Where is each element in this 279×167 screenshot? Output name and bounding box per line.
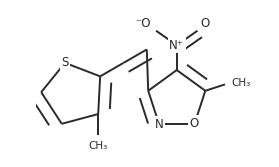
Text: O: O bbox=[201, 17, 210, 30]
Text: CH₃: CH₃ bbox=[88, 141, 108, 151]
Text: O: O bbox=[190, 117, 199, 130]
Text: N⁺: N⁺ bbox=[169, 39, 184, 52]
Text: CH₃: CH₃ bbox=[231, 78, 251, 88]
Text: S: S bbox=[61, 56, 69, 69]
Text: ⁻O: ⁻O bbox=[135, 17, 151, 30]
Text: N: N bbox=[155, 118, 163, 131]
